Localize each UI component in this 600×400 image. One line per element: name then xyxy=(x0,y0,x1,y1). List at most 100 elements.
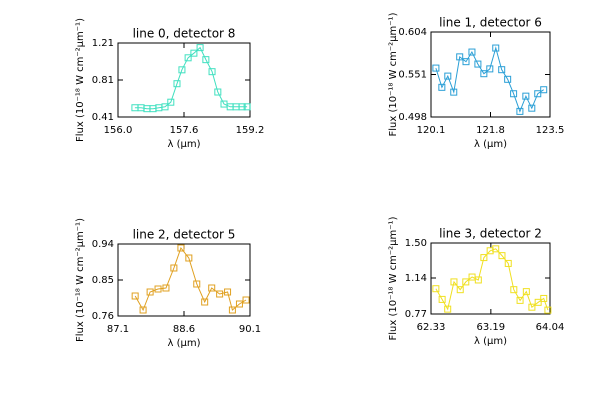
marker xyxy=(201,298,209,306)
marker xyxy=(522,288,530,296)
y-tick-label: 0.94 xyxy=(92,239,114,250)
marker xyxy=(498,66,506,74)
marker xyxy=(208,68,216,76)
data-line xyxy=(435,46,544,113)
marker xyxy=(161,103,169,111)
marker xyxy=(450,278,458,286)
y-axis-label: Flux (10⁻¹⁸ W cm⁻²μm⁻¹) xyxy=(388,216,399,340)
marker xyxy=(193,280,201,288)
marker xyxy=(216,290,224,298)
x-axis-label: λ (μm) xyxy=(167,338,200,349)
x-tick-label: 121.8 xyxy=(476,125,505,136)
y-tick-label: 1.14 xyxy=(405,273,427,284)
marker xyxy=(146,288,154,296)
marker xyxy=(177,244,185,252)
marker xyxy=(540,86,548,94)
y-tick-label: 1.50 xyxy=(405,238,427,249)
marker xyxy=(202,56,210,64)
marker xyxy=(438,295,446,303)
y-axis-label: Flux (10⁻¹⁸ W cm⁻²μm⁻¹) xyxy=(388,12,399,136)
x-tick-label: 157.6 xyxy=(170,125,199,136)
chart-title: line 0, detector 8 xyxy=(133,27,236,41)
x-axis-label: λ (μm) xyxy=(474,139,507,150)
marker xyxy=(214,88,222,96)
marker xyxy=(131,292,139,300)
marker xyxy=(462,58,470,66)
marker xyxy=(432,285,440,293)
y-tick-label: 0.604 xyxy=(398,27,427,38)
marker xyxy=(196,44,204,52)
marker xyxy=(510,286,518,294)
marker xyxy=(480,70,488,78)
y-tick-label: 0.551 xyxy=(398,70,427,81)
y-tick-label: 0.81 xyxy=(92,75,114,86)
marker xyxy=(178,66,186,74)
marker xyxy=(170,264,178,272)
marker xyxy=(243,103,251,111)
marker xyxy=(167,98,175,106)
marker xyxy=(540,294,548,302)
y-axis-label: Flux (10⁻¹⁸ W cm⁻²μm⁻¹) xyxy=(75,18,86,142)
x-tick-label: 87.1 xyxy=(107,324,129,335)
marker xyxy=(534,90,542,98)
plot-frame xyxy=(430,31,551,118)
marker xyxy=(154,285,162,293)
chart-title: line 3, detector 2 xyxy=(439,227,542,241)
x-tick-label: 62.33 xyxy=(417,322,446,333)
x-tick-label: 120.1 xyxy=(417,125,446,136)
x-tick-label: 90.1 xyxy=(239,324,261,335)
y-tick-label: 1.21 xyxy=(92,38,114,49)
data-line xyxy=(435,248,549,311)
marker xyxy=(185,254,193,262)
marker xyxy=(173,80,181,88)
y-tick-label: 0.77 xyxy=(405,309,427,320)
y-axis-label: Flux (10⁻¹⁸ W cm⁻²μm⁻¹) xyxy=(75,218,86,342)
y-tick-label: 0.85 xyxy=(92,275,114,286)
marker xyxy=(228,306,236,314)
x-axis-label: λ (μm) xyxy=(474,336,507,347)
marker xyxy=(456,53,464,61)
marker xyxy=(190,49,198,57)
y-tick-label: 0.498 xyxy=(398,112,427,123)
marker xyxy=(462,278,470,286)
marker xyxy=(224,288,232,296)
marker xyxy=(208,284,216,292)
marker xyxy=(184,54,192,62)
marker xyxy=(242,296,250,304)
x-tick-label: 156.0 xyxy=(104,125,133,136)
marker xyxy=(498,252,506,260)
x-axis-label: λ (μm) xyxy=(167,139,200,150)
marker xyxy=(534,298,542,306)
x-tick-label: 159.2 xyxy=(236,125,265,136)
marker xyxy=(450,88,458,96)
marker xyxy=(510,90,518,98)
marker xyxy=(544,306,552,314)
marker xyxy=(468,48,476,56)
x-tick-label: 63.19 xyxy=(477,322,506,333)
x-tick-label: 88.6 xyxy=(173,324,195,335)
marker xyxy=(474,60,482,68)
marker xyxy=(528,104,536,112)
marker xyxy=(516,107,524,115)
data-line xyxy=(134,246,247,312)
marker xyxy=(444,305,452,313)
marker xyxy=(139,306,147,314)
marker xyxy=(528,303,536,311)
marker xyxy=(238,103,246,111)
chart-title: line 1, detector 6 xyxy=(439,16,542,30)
marker xyxy=(162,284,170,292)
marker xyxy=(235,300,243,308)
marker xyxy=(504,75,512,83)
marker xyxy=(438,83,446,91)
marker xyxy=(492,44,500,52)
marker xyxy=(432,64,440,72)
marker xyxy=(474,276,482,284)
marker xyxy=(486,65,494,73)
marker xyxy=(456,286,464,294)
x-tick-label: 123.5 xyxy=(536,125,565,136)
marker xyxy=(516,296,524,304)
y-tick-label: 0.41 xyxy=(92,112,114,123)
x-tick-label: 64.04 xyxy=(536,322,565,333)
y-tick-label: 0.76 xyxy=(92,311,114,322)
